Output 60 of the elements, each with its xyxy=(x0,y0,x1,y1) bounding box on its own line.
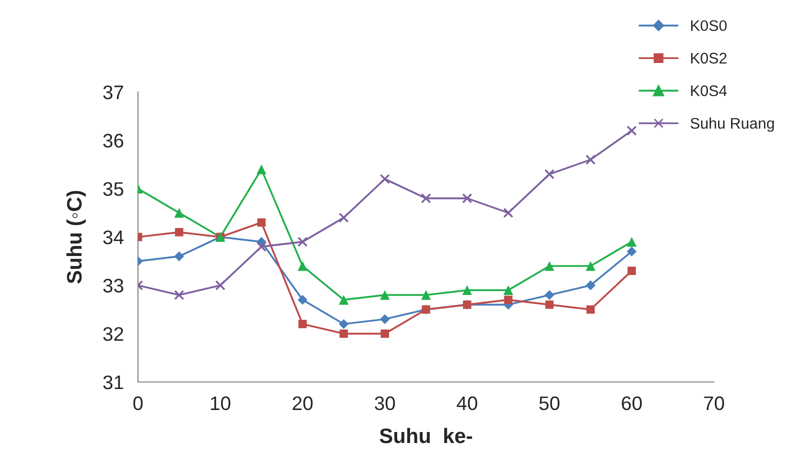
point xyxy=(626,236,637,247)
legend-label: K0S2 xyxy=(691,52,726,64)
point xyxy=(626,126,637,136)
point xyxy=(420,193,432,204)
x-tick-label: 30 xyxy=(374,396,395,410)
point xyxy=(503,208,514,218)
point xyxy=(503,285,514,296)
x-tick-label: 0 xyxy=(133,396,143,410)
point xyxy=(215,280,226,290)
point xyxy=(586,261,596,271)
y-axis-title: Suhu (◦C) xyxy=(66,190,86,284)
point xyxy=(380,174,390,184)
point xyxy=(544,169,554,180)
y-tick-label: 33 xyxy=(103,278,124,293)
point xyxy=(545,300,554,309)
point xyxy=(174,228,184,236)
legend-label: Suhu Ruang xyxy=(690,118,774,132)
point xyxy=(586,305,595,314)
x-tick-label: 60 xyxy=(622,396,642,410)
y-tick-label: 35 xyxy=(103,182,124,196)
point xyxy=(298,261,308,271)
point xyxy=(174,251,184,262)
point xyxy=(256,164,266,174)
y-tick-label: 34 xyxy=(103,230,124,244)
point xyxy=(462,193,472,204)
y-tick-label: 36 xyxy=(103,134,124,148)
point xyxy=(298,236,308,247)
point xyxy=(174,208,184,218)
x-axis-title: Suhu ke- xyxy=(380,428,472,444)
x-tick-label: 50 xyxy=(539,396,560,410)
point xyxy=(380,330,390,338)
point xyxy=(628,266,636,275)
point xyxy=(340,330,348,338)
point xyxy=(544,290,554,300)
y-tick-label: 37 xyxy=(103,85,124,100)
x-tick-label: 20 xyxy=(292,396,313,410)
point xyxy=(256,242,266,252)
point xyxy=(586,154,596,165)
point xyxy=(380,314,390,324)
legend-label: K0S4 xyxy=(691,85,727,96)
point xyxy=(380,290,390,300)
point xyxy=(298,320,307,328)
point xyxy=(544,261,554,271)
point xyxy=(338,212,349,223)
x-tick-label: 10 xyxy=(210,396,230,410)
point xyxy=(257,218,266,227)
point xyxy=(504,296,512,304)
point xyxy=(626,246,637,256)
point xyxy=(338,294,349,305)
y-tick-label: 32 xyxy=(103,327,124,341)
x-tick-label: 40 xyxy=(456,396,478,410)
point xyxy=(421,290,431,300)
legend-label: K0S0 xyxy=(691,20,727,32)
point xyxy=(462,285,472,296)
x-tick-label: 70 xyxy=(704,396,724,410)
point xyxy=(174,290,184,300)
point xyxy=(338,319,349,329)
point xyxy=(586,280,596,290)
point xyxy=(298,294,308,305)
y-tick-label: 31 xyxy=(103,375,124,390)
